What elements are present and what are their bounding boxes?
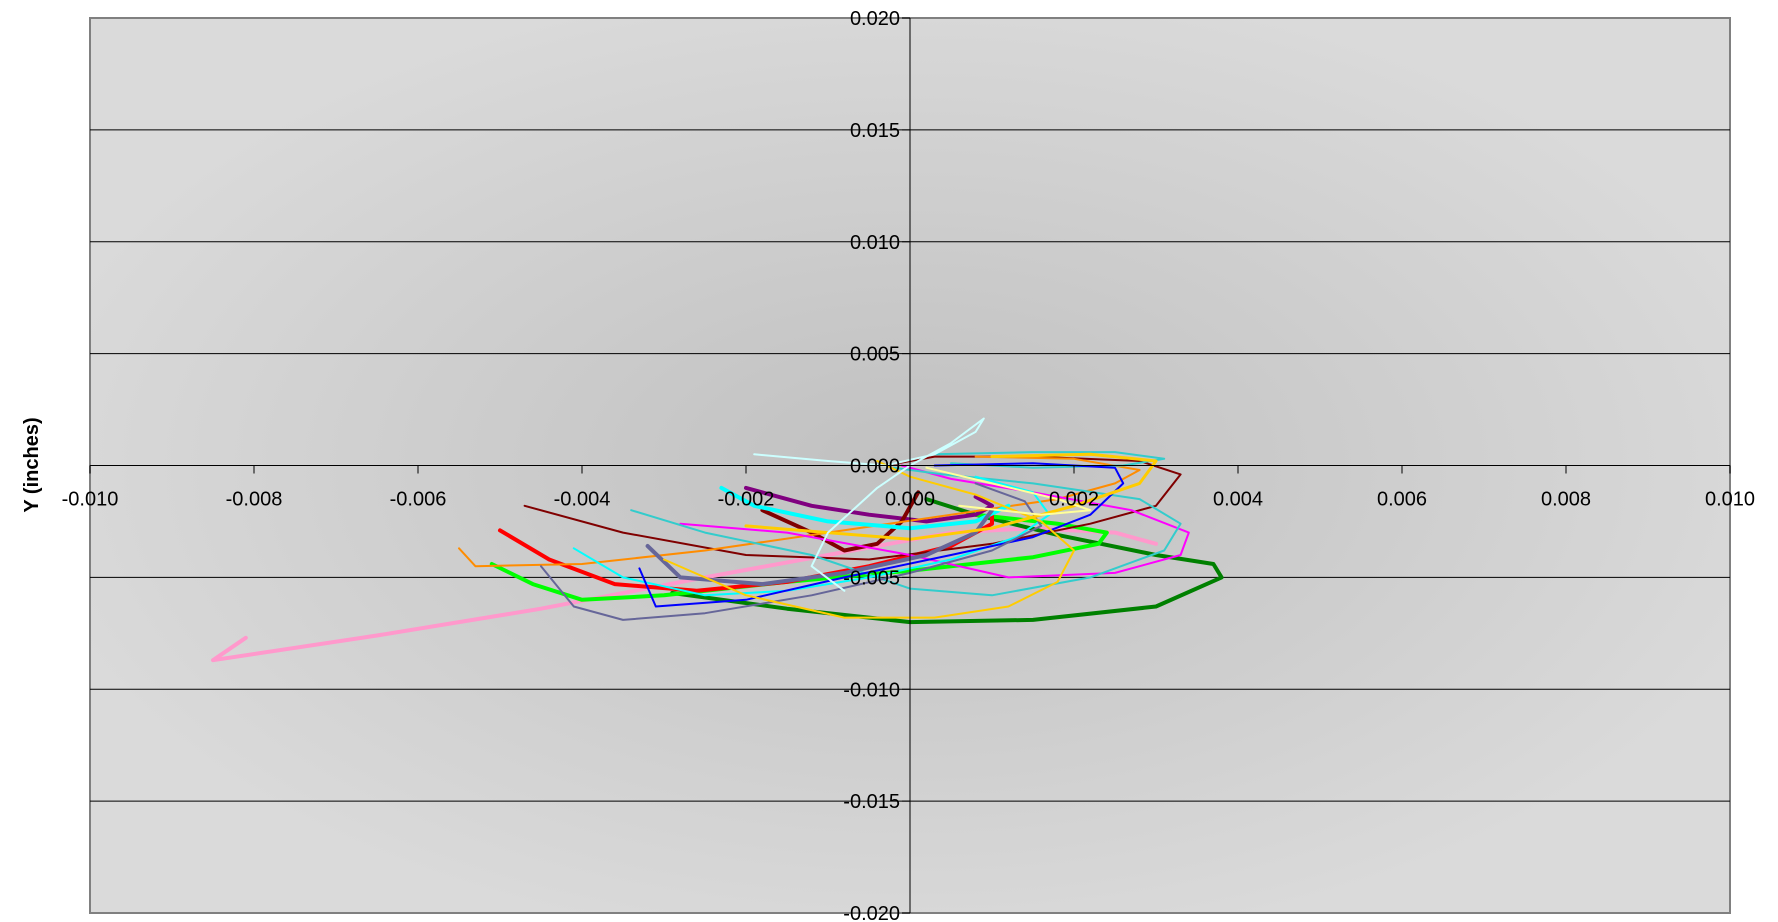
x-tick-label-7: 0.004 <box>1213 489 1263 511</box>
x-tick-label-1: -0.008 <box>226 489 283 511</box>
series-line-1 <box>211 526 1158 663</box>
y-tick-label-2: 0.010 <box>850 232 900 254</box>
series-line-14 <box>638 462 1125 608</box>
y-axis-title: Y (inches) <box>21 417 43 512</box>
y-tick-label-8: -0.020 <box>843 903 900 922</box>
y-tick-label-5: -0.005 <box>843 567 900 589</box>
series-line-16 <box>645 508 994 587</box>
y-tick-label-7: -0.015 <box>843 791 900 813</box>
series-line-10 <box>630 466 1182 597</box>
series-line-20 <box>925 466 1092 516</box>
x-tick-label-5: 0.000 <box>885 489 935 511</box>
x-tick-label-0: -0.010 <box>62 489 119 511</box>
series-line-17 <box>663 460 1075 619</box>
y-tick-label-1: 0.015 <box>850 120 900 142</box>
axes: -0.010 -0.008 -0.006 -0.004 -0.002 0.000 0.002… <box>62 8 1755 922</box>
series-line-11 <box>933 451 1166 469</box>
series-line-7 <box>760 490 921 553</box>
series-line-19 <box>753 417 985 592</box>
series-line-5 <box>744 485 994 524</box>
series-line-9 <box>679 464 1190 579</box>
x-tick-label-9: 0.008 <box>1541 489 1591 511</box>
x-tick-label-4: -0.002 <box>718 489 775 511</box>
y-tick-label-6: -0.010 <box>843 679 900 701</box>
x-tick-label-10: 0.010 <box>1705 489 1755 511</box>
y-tick-label-0: 0.020 <box>850 8 900 30</box>
y-tick-label-4: 0.000 <box>850 456 900 478</box>
series-line-18 <box>744 452 1158 541</box>
y-tick-label-3: 0.005 <box>850 344 900 366</box>
x-tick-label-3: -0.004 <box>554 489 611 511</box>
x-tick-label-8: 0.006 <box>1377 489 1427 511</box>
series-line-12 <box>719 485 1011 531</box>
x-tick-label-2: -0.006 <box>390 489 447 511</box>
x-tick-label-6: 0.002 <box>1049 489 1099 511</box>
